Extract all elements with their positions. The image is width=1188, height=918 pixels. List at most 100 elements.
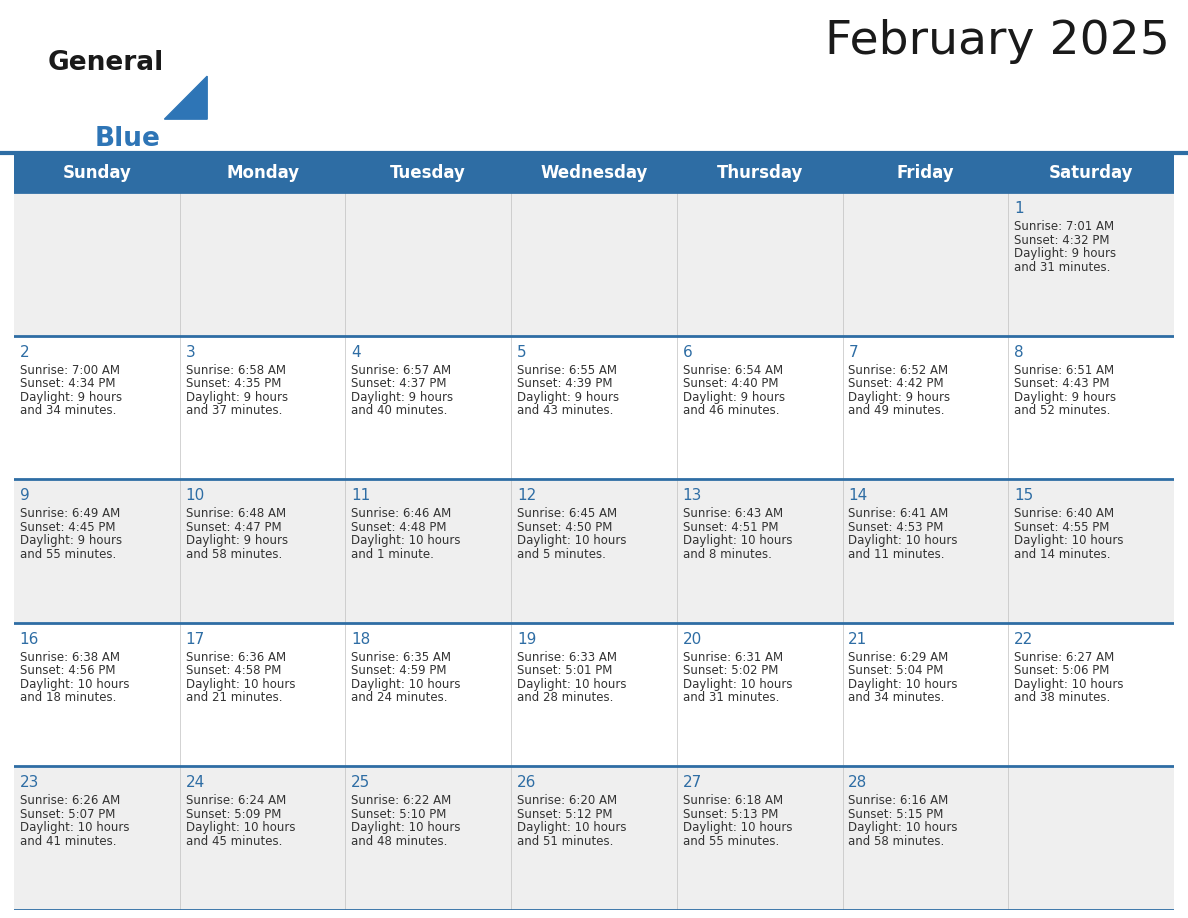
Text: Sunrise: 6:57 AM: Sunrise: 6:57 AM [352, 364, 451, 376]
Text: Daylight: 9 hours: Daylight: 9 hours [848, 391, 950, 404]
Text: Sunrise: 6:35 AM: Sunrise: 6:35 AM [352, 651, 451, 664]
Text: and 41 minutes.: and 41 minutes. [20, 835, 116, 848]
Bar [14, 622, 1174, 767]
Text: Daylight: 10 hours: Daylight: 10 hours [848, 534, 958, 547]
Text: Sunset: 4:55 PM: Sunset: 4:55 PM [1015, 521, 1110, 533]
Text: General: General [48, 50, 164, 76]
Text: 9: 9 [20, 488, 30, 503]
Text: Daylight: 10 hours: Daylight: 10 hours [517, 534, 626, 547]
Text: and 37 minutes.: and 37 minutes. [185, 404, 282, 417]
Text: Sunrise: 6:46 AM: Sunrise: 6:46 AM [352, 508, 451, 521]
Text: Daylight: 10 hours: Daylight: 10 hours [517, 677, 626, 691]
Text: Daylight: 10 hours: Daylight: 10 hours [517, 822, 626, 834]
Text: Daylight: 9 hours: Daylight: 9 hours [20, 391, 122, 404]
Text: Sunset: 4:32 PM: Sunset: 4:32 PM [1015, 233, 1110, 247]
Text: 27: 27 [683, 776, 702, 790]
Text: Nyirtelek, Szabolcs-Szatmar-Bereg, Hungary: Nyirtelek, Szabolcs-Szatmar-Bereg, Hunga… [677, 163, 1170, 184]
Text: 7: 7 [848, 344, 858, 360]
Text: Sunrise: 7:00 AM: Sunrise: 7:00 AM [20, 364, 120, 376]
Text: Sunrise: 6:55 AM: Sunrise: 6:55 AM [517, 364, 617, 376]
Text: February 2025: February 2025 [826, 19, 1170, 64]
Text: and 34 minutes.: and 34 minutes. [20, 404, 116, 417]
Text: Sunset: 4:48 PM: Sunset: 4:48 PM [352, 521, 447, 533]
Text: and 21 minutes.: and 21 minutes. [185, 691, 282, 704]
Text: Daylight: 10 hours: Daylight: 10 hours [848, 822, 958, 834]
Text: and 38 minutes.: and 38 minutes. [1015, 691, 1111, 704]
Text: Sunrise: 6:27 AM: Sunrise: 6:27 AM [1015, 651, 1114, 664]
Text: 20: 20 [683, 632, 702, 647]
Text: Daylight: 9 hours: Daylight: 9 hours [1015, 391, 1117, 404]
Text: 6: 6 [683, 344, 693, 360]
Text: Sunset: 5:09 PM: Sunset: 5:09 PM [185, 808, 280, 821]
Text: Sunset: 5:04 PM: Sunset: 5:04 PM [848, 665, 943, 677]
Text: Blue: Blue [95, 126, 160, 151]
Text: 1: 1 [1015, 201, 1024, 216]
Text: and 58 minutes.: and 58 minutes. [848, 835, 944, 848]
Text: Friday: Friday [897, 164, 954, 183]
Text: 25: 25 [352, 776, 371, 790]
Text: Daylight: 10 hours: Daylight: 10 hours [20, 822, 129, 834]
Text: Saturday: Saturday [1049, 164, 1133, 183]
Text: Sunset: 5:01 PM: Sunset: 5:01 PM [517, 665, 612, 677]
Text: 2: 2 [20, 344, 30, 360]
Text: Daylight: 10 hours: Daylight: 10 hours [185, 677, 295, 691]
Text: Daylight: 9 hours: Daylight: 9 hours [20, 534, 122, 547]
Text: and 46 minutes.: and 46 minutes. [683, 404, 779, 417]
Text: 17: 17 [185, 632, 204, 647]
Text: Daylight: 10 hours: Daylight: 10 hours [848, 677, 958, 691]
Text: 13: 13 [683, 488, 702, 503]
Text: and 8 minutes.: and 8 minutes. [683, 548, 771, 561]
Text: Sunset: 4:50 PM: Sunset: 4:50 PM [517, 521, 612, 533]
Text: and 18 minutes.: and 18 minutes. [20, 691, 116, 704]
Text: 12: 12 [517, 488, 536, 503]
Text: and 5 minutes.: and 5 minutes. [517, 548, 606, 561]
Text: 24: 24 [185, 776, 204, 790]
Text: Sunrise: 6:26 AM: Sunrise: 6:26 AM [20, 794, 120, 808]
Text: Sunrise: 6:22 AM: Sunrise: 6:22 AM [352, 794, 451, 808]
Text: Daylight: 10 hours: Daylight: 10 hours [352, 534, 461, 547]
Text: and 55 minutes.: and 55 minutes. [683, 835, 779, 848]
Text: Sunset: 5:06 PM: Sunset: 5:06 PM [1015, 665, 1110, 677]
Text: Sunset: 5:15 PM: Sunset: 5:15 PM [848, 808, 943, 821]
Text: and 28 minutes.: and 28 minutes. [517, 691, 613, 704]
Text: Sunset: 4:59 PM: Sunset: 4:59 PM [352, 665, 447, 677]
Text: and 24 minutes.: and 24 minutes. [352, 691, 448, 704]
Text: and 49 minutes.: and 49 minutes. [848, 404, 944, 417]
Bar [14, 192, 1174, 336]
Text: Sunrise: 6:24 AM: Sunrise: 6:24 AM [185, 794, 286, 808]
Text: Daylight: 10 hours: Daylight: 10 hours [683, 677, 792, 691]
Text: and 1 minute.: and 1 minute. [352, 548, 434, 561]
Text: Sunrise: 6:54 AM: Sunrise: 6:54 AM [683, 364, 783, 376]
Text: Sunrise: 6:48 AM: Sunrise: 6:48 AM [185, 508, 285, 521]
Text: Daylight: 10 hours: Daylight: 10 hours [683, 534, 792, 547]
Text: Sunrise: 6:38 AM: Sunrise: 6:38 AM [20, 651, 120, 664]
Text: Sunset: 4:53 PM: Sunset: 4:53 PM [848, 521, 943, 533]
Text: Monday: Monday [226, 164, 299, 183]
Text: 5: 5 [517, 344, 526, 360]
Text: and 48 minutes.: and 48 minutes. [352, 835, 448, 848]
Text: Sunset: 4:42 PM: Sunset: 4:42 PM [848, 377, 944, 390]
Text: and 55 minutes.: and 55 minutes. [20, 548, 116, 561]
Text: 15: 15 [1015, 488, 1034, 503]
Text: Daylight: 9 hours: Daylight: 9 hours [683, 391, 785, 404]
Text: and 51 minutes.: and 51 minutes. [517, 835, 613, 848]
Text: Sunset: 5:02 PM: Sunset: 5:02 PM [683, 665, 778, 677]
Text: Sunrise: 6:52 AM: Sunrise: 6:52 AM [848, 364, 948, 376]
Text: Sunrise: 6:40 AM: Sunrise: 6:40 AM [1015, 508, 1114, 521]
Text: Daylight: 10 hours: Daylight: 10 hours [1015, 534, 1124, 547]
Text: Daylight: 10 hours: Daylight: 10 hours [352, 677, 461, 691]
Text: Sunset: 5:07 PM: Sunset: 5:07 PM [20, 808, 115, 821]
Text: Daylight: 9 hours: Daylight: 9 hours [517, 391, 619, 404]
Text: Sunrise: 6:36 AM: Sunrise: 6:36 AM [185, 651, 285, 664]
Text: Sunset: 5:13 PM: Sunset: 5:13 PM [683, 808, 778, 821]
Text: 26: 26 [517, 776, 536, 790]
Text: 3: 3 [185, 344, 195, 360]
Text: 14: 14 [848, 488, 867, 503]
Text: 18: 18 [352, 632, 371, 647]
Text: Daylight: 9 hours: Daylight: 9 hours [185, 534, 287, 547]
Text: Sunrise: 7:01 AM: Sunrise: 7:01 AM [1015, 220, 1114, 233]
Text: 8: 8 [1015, 344, 1024, 360]
Text: Wednesday: Wednesday [541, 164, 647, 183]
Text: Daylight: 10 hours: Daylight: 10 hours [185, 822, 295, 834]
Text: and 40 minutes.: and 40 minutes. [352, 404, 448, 417]
